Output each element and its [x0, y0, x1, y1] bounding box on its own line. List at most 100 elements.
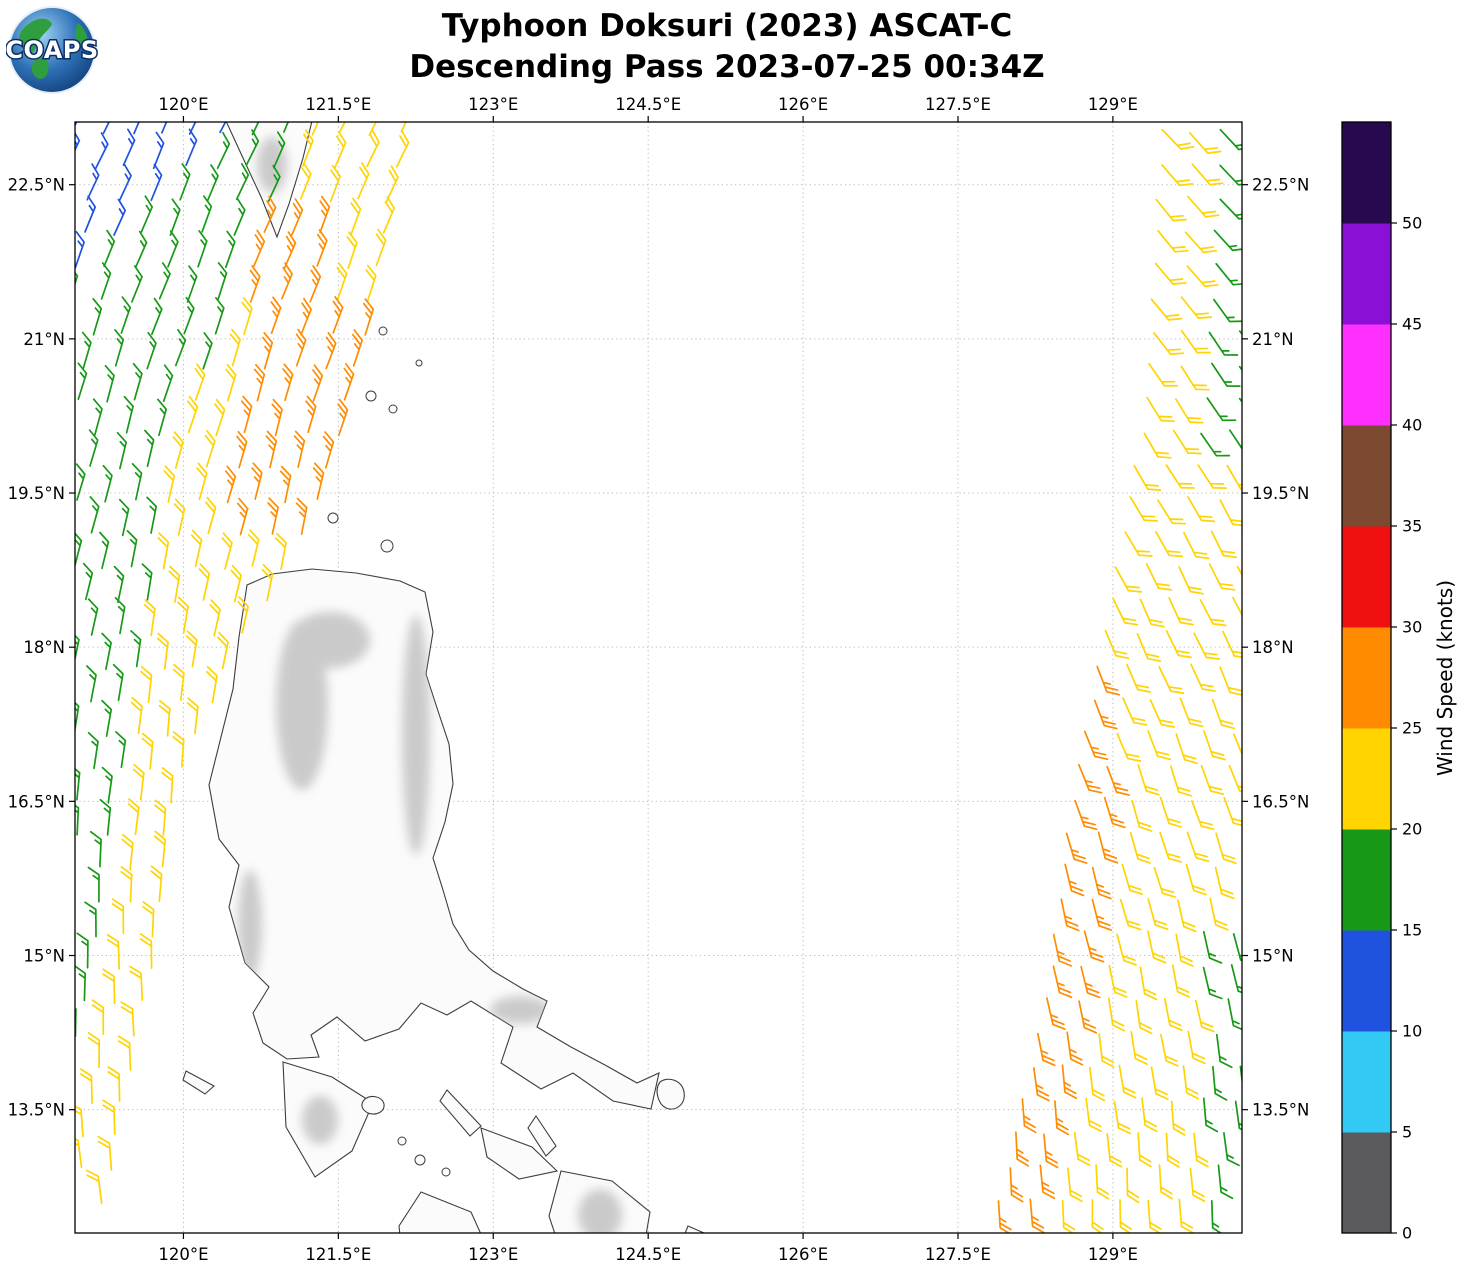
y-tick-label-left: 22.5°N	[8, 176, 65, 195]
wind-barb	[172, 431, 184, 469]
wind-barb	[118, 163, 132, 202]
wind-barb	[1096, 665, 1121, 696]
wind-barb	[1154, 262, 1187, 285]
wind-barb	[187, 395, 199, 434]
luzon-coast	[208, 568, 660, 1110]
wind-barb	[130, 630, 142, 668]
wind-barb	[75, 767, 81, 801]
colorbar-segment	[1342, 526, 1391, 628]
wind-barb	[111, 898, 125, 935]
wind-barb	[153, 830, 167, 868]
colorbar-segment	[1342, 728, 1391, 830]
wind-barb	[87, 731, 99, 770]
wind-barb	[1228, 764, 1242, 793]
wind-barb	[75, 532, 83, 568]
wind-barb	[305, 395, 317, 434]
x-tick-label-top: 120°E	[158, 95, 208, 114]
islet	[415, 359, 423, 367]
wind-barb	[1244, 266, 1273, 288]
wind-barb	[1037, 1032, 1056, 1067]
wind-barb	[91, 999, 105, 1036]
coaps-logo: COAPS	[4, 4, 100, 96]
wind-barb	[233, 198, 246, 236]
islet	[378, 326, 388, 336]
wind-barb	[325, 331, 337, 370]
wind-barb	[1091, 1199, 1104, 1233]
wind-barb	[188, 122, 197, 135]
wind-barb	[75, 701, 80, 734]
wind-barb	[1091, 898, 1112, 931]
x-tick-label-bottom: 126°E	[778, 1245, 828, 1264]
wind-barb	[248, 529, 260, 567]
wind-barb	[1135, 1000, 1153, 1035]
wind-barb	[104, 364, 115, 403]
colorbar-tick-label: 30	[1402, 618, 1422, 637]
wind-barb	[217, 262, 228, 300]
wind-barb	[1246, 233, 1276, 254]
wind-barb	[1239, 1065, 1242, 1087]
wind-barb	[99, 531, 110, 570]
wind-barb	[1137, 764, 1160, 796]
wind-barb	[133, 122, 140, 135]
wind-barb	[86, 665, 97, 703]
wind-barb	[385, 165, 399, 203]
wind-barb	[1234, 1100, 1242, 1131]
wind-barb	[1104, 629, 1130, 660]
wind-barb	[161, 767, 174, 804]
wind-barb	[1186, 831, 1210, 863]
x-tick-label-top: 123°E	[468, 95, 518, 114]
islet	[380, 539, 394, 553]
wind-barb	[1155, 530, 1183, 558]
wind-barb	[346, 231, 358, 270]
wind-barb	[132, 763, 145, 801]
colorbar-tick-label: 20	[1402, 820, 1422, 839]
wind-barb	[163, 465, 176, 503]
wind-barb	[1219, 198, 1242, 220]
wind-barb	[112, 663, 124, 702]
y-tick-label-left: 13.5°N	[8, 1101, 65, 1120]
wind-barb	[272, 131, 286, 169]
colorbar-segment	[1342, 1031, 1391, 1133]
panay-coast	[398, 1191, 482, 1233]
wind-barb	[209, 599, 221, 637]
wind-barb	[1172, 429, 1202, 455]
wind-barb	[1217, 1164, 1234, 1200]
wind-barb	[61, 598, 70, 634]
wind-barb	[343, 363, 355, 401]
wind-barb	[201, 195, 213, 233]
wind-barb	[143, 599, 156, 637]
wind-barb	[245, 129, 260, 167]
wind-barb	[1147, 1199, 1162, 1233]
wind-barb	[177, 596, 189, 634]
wind-barb	[114, 597, 126, 635]
wind-barb	[279, 465, 292, 504]
wind-barb	[281, 262, 293, 300]
wind-barb	[1175, 933, 1194, 967]
x-tick-label-top: 127.5°E	[925, 95, 991, 114]
colorbar-tick-label: 35	[1402, 517, 1422, 536]
wind-barb	[1215, 1033, 1233, 1069]
wind-barb	[185, 630, 198, 668]
wind-barb	[1238, 365, 1242, 372]
wind-barb	[1232, 933, 1242, 962]
wind-barb	[1197, 464, 1227, 489]
mountain-relief	[302, 1096, 338, 1144]
wind-barb	[116, 431, 128, 470]
wind-barb	[150, 163, 163, 202]
wind-barb	[235, 162, 250, 201]
wind-barb	[58, 1169, 74, 1201]
x-tick-label-bottom: 123°E	[468, 1245, 518, 1264]
wind-barb	[319, 195, 331, 234]
mountain-relief	[290, 612, 370, 668]
colorbar-segment	[1342, 627, 1391, 729]
wind-barb	[1113, 1100, 1132, 1135]
wind-barb	[1185, 863, 1207, 896]
wind-barb	[1112, 597, 1139, 626]
wind-barb	[236, 497, 249, 536]
wind-barb	[1186, 265, 1219, 288]
wind-barb	[1165, 1132, 1180, 1168]
wind-barb	[142, 901, 155, 938]
wind-barb	[365, 264, 377, 303]
wind-barb	[1219, 499, 1242, 527]
